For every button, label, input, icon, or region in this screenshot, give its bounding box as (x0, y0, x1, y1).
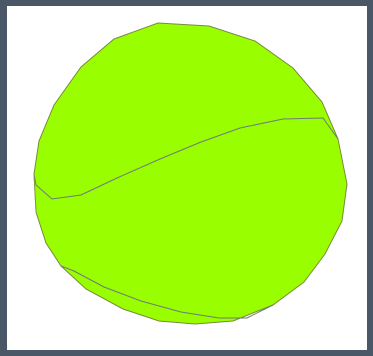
ball-seam-upper (33, 117, 339, 200)
frame-border-top (0, 0, 373, 6)
ball-body (33, 22, 348, 325)
render-canvas (7, 6, 367, 350)
frame-border-bottom (0, 350, 373, 356)
tennis-ball-render (33, 22, 348, 325)
frame-border-left (0, 0, 7, 356)
ball-seam-lower (60, 265, 274, 319)
ball-facet-edge (33, 173, 37, 213)
frame-border-right (367, 0, 373, 356)
